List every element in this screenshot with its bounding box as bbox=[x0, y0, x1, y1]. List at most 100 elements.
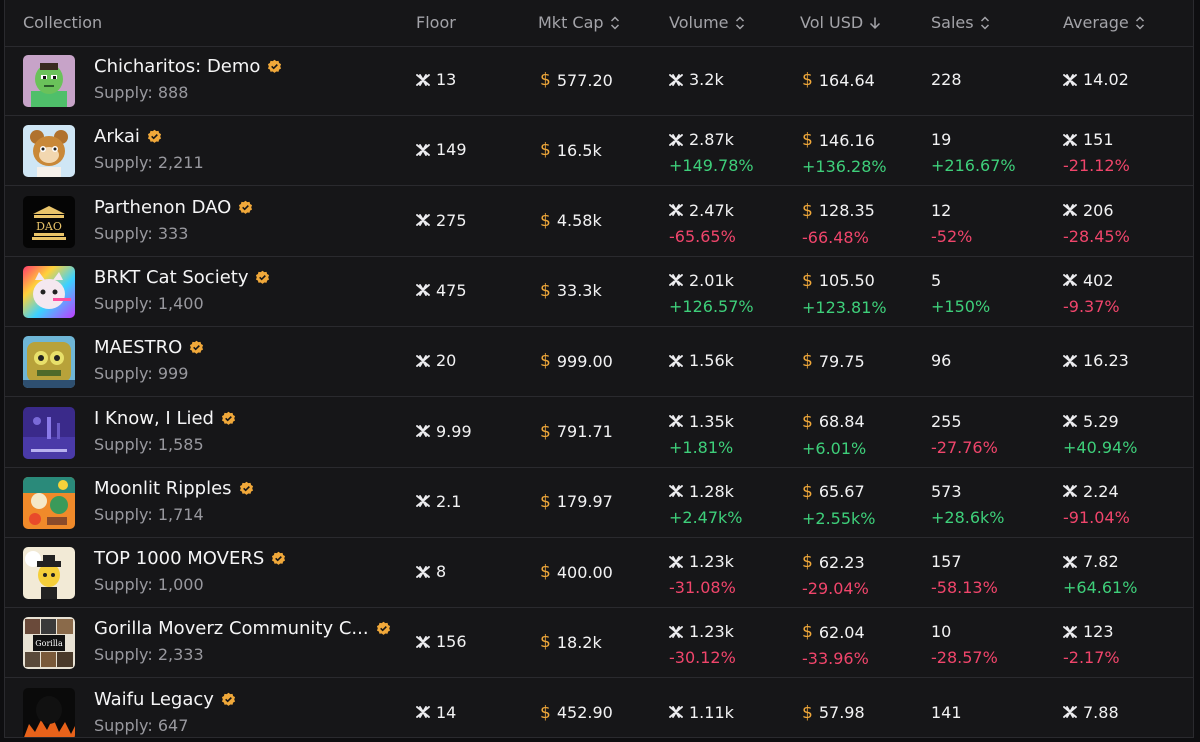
cell-volume: 1.56k bbox=[669, 351, 734, 370]
verified-badge-icon bbox=[147, 129, 162, 144]
table-row[interactable]: Arkai Supply: 2,211 149 $16.5k 2.87k +149.78%… bbox=[5, 116, 1193, 187]
dollar-icon: $ bbox=[802, 481, 813, 502]
token-icon bbox=[669, 204, 683, 216]
cell-volume: 1.28k +2.47k% bbox=[669, 482, 743, 527]
collection-name[interactable]: MAESTRO bbox=[94, 337, 183, 359]
verified-badge-icon bbox=[255, 270, 270, 285]
token-icon bbox=[416, 143, 430, 156]
volume-value: 2.01k bbox=[689, 270, 734, 290]
cell-sales: 10 -28.57% bbox=[931, 622, 998, 667]
token-icon bbox=[416, 706, 430, 719]
table-row[interactable]: I Know, I Lied Supply: 1,585 9.99 $791.71 1.… bbox=[5, 398, 1193, 468]
cell-floor: 20 bbox=[416, 351, 456, 370]
column-header-average[interactable]: Average bbox=[1063, 13, 1145, 32]
dollar-icon: $ bbox=[802, 70, 813, 90]
collection-name[interactable]: TOP 1000 MOVERS bbox=[94, 548, 265, 570]
dollar-icon: $ bbox=[540, 140, 551, 161]
cell-mkt-cap: $452.90 bbox=[540, 703, 613, 723]
column-header-collection[interactable]: Collection bbox=[23, 13, 103, 32]
column-header-volume[interactable]: Volume bbox=[669, 13, 745, 32]
vol-usd-value: 128.35 bbox=[818, 201, 875, 221]
token-icon bbox=[1063, 274, 1077, 287]
average-value: 123 bbox=[1083, 622, 1114, 642]
floor-value: 8 bbox=[436, 562, 447, 582]
dollar-icon: $ bbox=[540, 562, 551, 583]
cell-mkt-cap: $179.97 bbox=[540, 492, 613, 512]
floor-value: 20 bbox=[436, 351, 457, 371]
token-icon bbox=[1063, 706, 1077, 719]
verified-badge-icon bbox=[221, 692, 236, 707]
sales-change: -28.57% bbox=[931, 648, 998, 668]
volume-change: -65.65% bbox=[669, 226, 736, 246]
average-value: 5.29 bbox=[1083, 411, 1119, 431]
token-icon bbox=[416, 214, 430, 226]
collection-name[interactable]: Parthenon DAO bbox=[94, 196, 232, 218]
cell-floor: 2.1 bbox=[416, 492, 461, 511]
dollar-icon: $ bbox=[802, 702, 813, 723]
cell-average: 7.88 bbox=[1063, 703, 1119, 722]
token-icon bbox=[1063, 73, 1077, 86]
volume-change: +2.47k% bbox=[669, 507, 743, 527]
sales-value: 573 bbox=[931, 481, 962, 501]
column-header-floor[interactable]: Floor bbox=[416, 13, 456, 32]
table-row[interactable]: Gorilla Gorilla Moverz Community C... Supp… bbox=[5, 608, 1193, 679]
column-header-vol-usd[interactable]: Vol USD bbox=[800, 13, 881, 32]
cell-mkt-cap: $16.5k bbox=[540, 140, 602, 160]
token-icon bbox=[669, 485, 683, 498]
collection-name[interactable]: Gorilla Moverz Community C... bbox=[94, 618, 369, 640]
table-row[interactable]: Waifu Legacy Supply: 647 14 $452.90 1.11k $57… bbox=[5, 679, 1193, 737]
cell-sales: 5 +150% bbox=[931, 271, 990, 316]
collection-name[interactable]: Arkai bbox=[94, 126, 140, 148]
dollar-icon: $ bbox=[802, 200, 813, 221]
cell-mkt-cap: $4.58k bbox=[540, 211, 602, 231]
collection-supply: Supply: 1,585 bbox=[94, 434, 204, 454]
mkt-cap-value: 179.97 bbox=[556, 492, 613, 512]
dollar-icon: $ bbox=[540, 210, 551, 231]
dollar-icon: $ bbox=[802, 130, 813, 151]
collection-name[interactable]: BRKT Cat Society bbox=[94, 266, 249, 288]
vol-usd-change: +123.81% bbox=[802, 297, 887, 317]
cell-volume: 1.23k -30.12% bbox=[669, 622, 736, 667]
cell-volume: 2.47k -65.65% bbox=[669, 201, 736, 246]
cell-volume: 1.35k +1.81% bbox=[669, 412, 734, 457]
floor-value: 475 bbox=[436, 280, 467, 300]
collection-name[interactable]: Moonlit Ripples bbox=[94, 477, 232, 499]
vol-usd-change: +136.28% bbox=[802, 157, 887, 177]
cell-vol-usd: $62.04 -33.96% bbox=[802, 622, 869, 668]
dollar-icon: $ bbox=[540, 702, 551, 723]
token-icon bbox=[669, 415, 683, 427]
volume-change: +126.57% bbox=[669, 296, 754, 316]
collection-thumbnail bbox=[23, 547, 75, 600]
dollar-icon: $ bbox=[802, 411, 813, 432]
cell-average: 402 -9.37% bbox=[1063, 271, 1120, 316]
cell-sales: 255 -27.76% bbox=[931, 412, 998, 457]
table-row[interactable]: DAO Parthenon DAO Supply: 333 275 $4.58k 2.47… bbox=[5, 187, 1193, 257]
collection-name[interactable]: Waifu Legacy bbox=[94, 688, 214, 710]
cell-vol-usd: $57.98 bbox=[802, 703, 865, 723]
cell-average: 206 -28.45% bbox=[1063, 201, 1130, 246]
cell-mkt-cap: $577.20 bbox=[540, 70, 613, 90]
cell-floor: 156 bbox=[416, 632, 467, 651]
column-header-sales[interactable]: Sales bbox=[931, 13, 990, 32]
vol-usd-value: 68.84 bbox=[818, 412, 865, 431]
token-icon bbox=[1063, 415, 1077, 427]
collection-name[interactable]: I Know, I Lied bbox=[94, 407, 214, 429]
table-row[interactable]: TOP 1000 MOVERS Supply: 1,000 8 $400.00 1.23… bbox=[5, 538, 1193, 609]
collection-thumbnail: DAO bbox=[23, 195, 75, 248]
average-value: 7.88 bbox=[1083, 702, 1119, 722]
cell-volume: 3.2k bbox=[669, 70, 724, 89]
column-header-mkt-cap[interactable]: Mkt Cap bbox=[538, 13, 620, 32]
table-row[interactable]: MAESTRO Supply: 999 20 $999.00 1.56k $79.75 96… bbox=[5, 327, 1193, 398]
table-row[interactable]: Moonlit Ripples Supply: 1,714 2.1 $179.97 1.… bbox=[5, 468, 1193, 538]
collection-info: Moonlit Ripples Supply: 1,714 bbox=[94, 478, 254, 524]
table-row[interactable]: BRKT Cat Society Supply: 1,400 475 $33.3k 2.… bbox=[5, 257, 1193, 327]
collection-info: BRKT Cat Society Supply: 1,400 bbox=[94, 267, 270, 313]
dollar-icon: $ bbox=[540, 421, 551, 442]
table-row[interactable]: Chicharitos: Demo Supply: 888 13 $577.20 3.2… bbox=[5, 46, 1193, 116]
verified-badge-icon bbox=[189, 340, 204, 355]
floor-value: 275 bbox=[436, 210, 467, 230]
collection-name[interactable]: Chicharitos: Demo bbox=[94, 56, 261, 77]
collection-info: Parthenon DAO Supply: 333 bbox=[94, 197, 253, 243]
cell-average: 151 -21.12% bbox=[1063, 130, 1130, 175]
collection-info: Arkai Supply: 2,211 bbox=[94, 126, 204, 172]
